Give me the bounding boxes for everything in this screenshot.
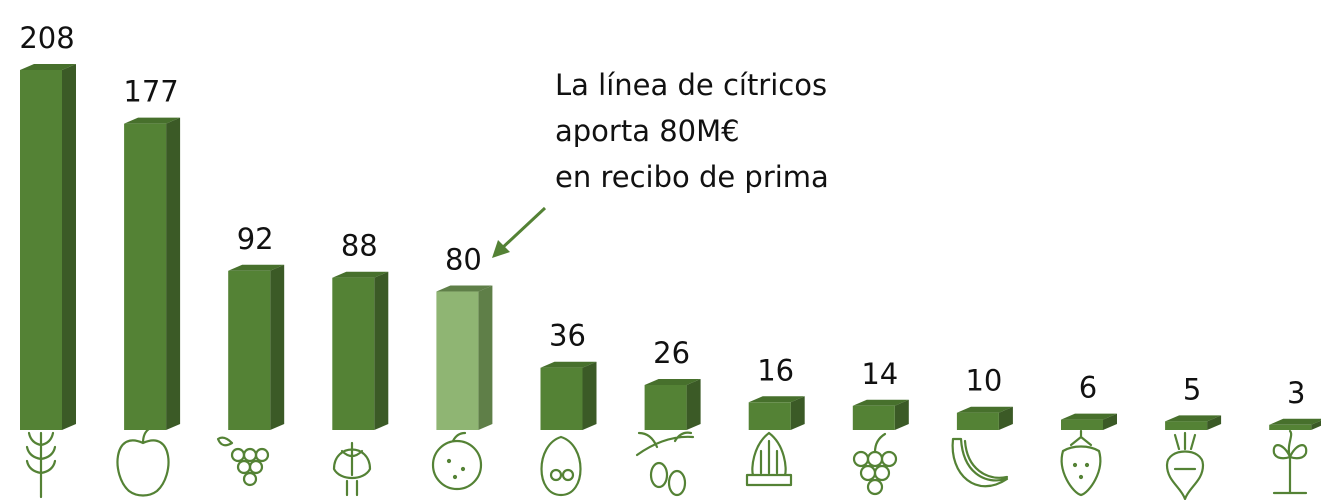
value-label: 26 bbox=[653, 336, 690, 370]
icon-strawberry bbox=[1060, 429, 1102, 497]
bar bbox=[956, 406, 1013, 430]
bar-top bbox=[228, 264, 285, 271]
bar-front bbox=[436, 291, 479, 430]
bar-front bbox=[748, 402, 791, 430]
bar bbox=[1165, 415, 1222, 430]
value-label: 80 bbox=[445, 243, 482, 277]
bar-side bbox=[686, 379, 701, 430]
icon-wheat bbox=[25, 431, 57, 499]
value-label: 177 bbox=[123, 75, 178, 109]
bar-side bbox=[1311, 420, 1321, 430]
bar bbox=[124, 117, 181, 431]
bar-front bbox=[956, 412, 999, 430]
bar-side bbox=[62, 64, 76, 430]
value-label: 10 bbox=[965, 364, 1002, 398]
value-label: 208 bbox=[19, 21, 74, 55]
icons bbox=[25, 427, 1308, 500]
icon-banana bbox=[951, 437, 1009, 488]
bar-side bbox=[894, 399, 909, 430]
icon-orange bbox=[431, 431, 483, 491]
bar bbox=[644, 379, 701, 430]
bar bbox=[1269, 418, 1321, 430]
bar-front bbox=[332, 277, 375, 430]
icon-turnip bbox=[1165, 431, 1205, 500]
icon-avocado bbox=[540, 435, 582, 497]
value-label: 6 bbox=[1079, 371, 1097, 405]
bar-front bbox=[1165, 421, 1208, 430]
bar-top bbox=[332, 271, 389, 278]
annotation-line: en recibo de prima bbox=[555, 160, 829, 194]
bar-top bbox=[540, 361, 597, 368]
bar-front bbox=[1061, 419, 1103, 430]
annotation-line: La línea de cítricos bbox=[555, 68, 827, 102]
bar-top bbox=[748, 396, 805, 403]
arrow-line bbox=[498, 206, 547, 252]
bar-top bbox=[852, 399, 909, 406]
icon-grapes2 bbox=[852, 432, 898, 496]
value-label: 36 bbox=[549, 319, 586, 353]
annotation: La línea de cítricos aporta 80M€ en reci… bbox=[555, 68, 829, 194]
bar-top bbox=[20, 64, 76, 70]
icon-apple bbox=[116, 427, 170, 497]
bar-front bbox=[124, 123, 167, 431]
value-label: 92 bbox=[237, 222, 274, 256]
bar bbox=[748, 396, 805, 430]
bar bbox=[1061, 413, 1117, 430]
bar bbox=[852, 399, 909, 430]
bar-top bbox=[956, 406, 1013, 413]
bar-side bbox=[582, 361, 597, 430]
bar-front bbox=[20, 70, 62, 430]
bar-side bbox=[166, 117, 181, 431]
bar-side bbox=[374, 271, 389, 430]
bar-front bbox=[228, 270, 271, 430]
bar-side bbox=[478, 285, 493, 430]
bar-side bbox=[998, 406, 1013, 430]
annotation-line: aporta 80M€ bbox=[555, 114, 740, 148]
bar-top bbox=[1269, 418, 1321, 425]
bar-front bbox=[644, 385, 687, 430]
bar-top bbox=[1061, 413, 1117, 420]
bar-side bbox=[1103, 413, 1117, 430]
value-label: 14 bbox=[861, 357, 898, 391]
bar-front bbox=[540, 367, 583, 430]
bar bbox=[228, 264, 285, 430]
icon-grapes bbox=[216, 436, 270, 487]
bar-top bbox=[124, 117, 181, 124]
bar-side bbox=[790, 396, 805, 430]
value-label: 88 bbox=[341, 229, 378, 263]
bar-front bbox=[852, 405, 895, 430]
bar bbox=[332, 271, 389, 430]
annotation-arrow bbox=[492, 206, 547, 258]
bar bbox=[540, 361, 597, 430]
bar-side bbox=[270, 264, 285, 430]
bar bbox=[436, 285, 493, 430]
bar-top bbox=[1165, 415, 1222, 422]
bar-top bbox=[644, 379, 701, 385]
value-label: 3 bbox=[1287, 376, 1305, 410]
bar bbox=[20, 64, 76, 430]
value-label: 16 bbox=[757, 353, 794, 387]
bar-front bbox=[1269, 424, 1312, 430]
bar-top bbox=[436, 285, 493, 292]
value-label: 5 bbox=[1183, 372, 1201, 406]
icon-artichoke bbox=[332, 441, 372, 497]
icon-olive bbox=[635, 431, 695, 497]
arrow-head bbox=[492, 240, 510, 258]
bar-side bbox=[1207, 415, 1222, 430]
icon-juicer bbox=[745, 431, 793, 487]
bars bbox=[20, 64, 1321, 431]
icon-sprout bbox=[1272, 429, 1308, 495]
